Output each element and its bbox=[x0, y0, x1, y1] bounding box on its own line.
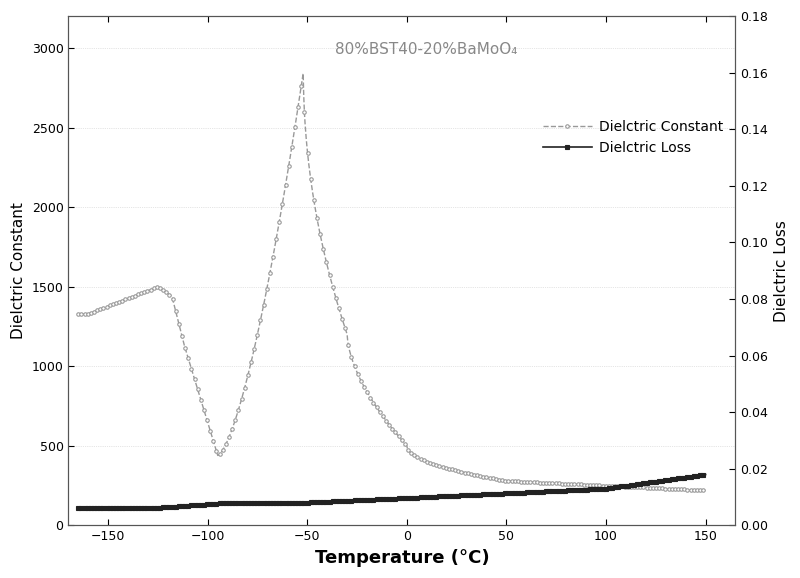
Legend: Dielctric Constant, Dielctric Loss: Dielctric Constant, Dielctric Loss bbox=[538, 115, 729, 161]
Dielctric Loss bbox=[138, 505, 147, 512]
Y-axis label: Dielctric Constant: Dielctric Constant bbox=[11, 202, 26, 339]
Text: 80%BST40-20%BaMoO₄: 80%BST40-20%BaMoO₄ bbox=[335, 42, 518, 57]
Line: Dielctric Constant: Dielctric Constant bbox=[77, 72, 707, 492]
Dielctric Constant bbox=[74, 310, 83, 317]
Dielctric Loss bbox=[74, 505, 83, 512]
Dielctric Constant bbox=[350, 365, 360, 372]
Dielctric Loss bbox=[574, 487, 583, 494]
Dielctric Constant bbox=[328, 283, 338, 290]
Dielctric Constant bbox=[505, 477, 514, 484]
Dielctric Constant bbox=[701, 487, 710, 494]
Line: Dielctric Loss: Dielctric Loss bbox=[77, 473, 707, 510]
Dielctric Loss bbox=[350, 497, 359, 504]
Dielctric Constant bbox=[298, 70, 308, 77]
Dielctric Constant bbox=[138, 290, 147, 297]
Dielctric Loss bbox=[701, 471, 710, 478]
Dielctric Loss bbox=[327, 498, 337, 505]
X-axis label: Temperature (°C): Temperature (°C) bbox=[314, 549, 490, 567]
Dielctric Loss bbox=[504, 490, 514, 497]
Dielctric Constant bbox=[574, 481, 584, 488]
Dielctric Loss bbox=[562, 487, 572, 494]
Dielctric Constant bbox=[563, 480, 573, 487]
Y-axis label: Dielctric Loss: Dielctric Loss bbox=[774, 220, 789, 322]
